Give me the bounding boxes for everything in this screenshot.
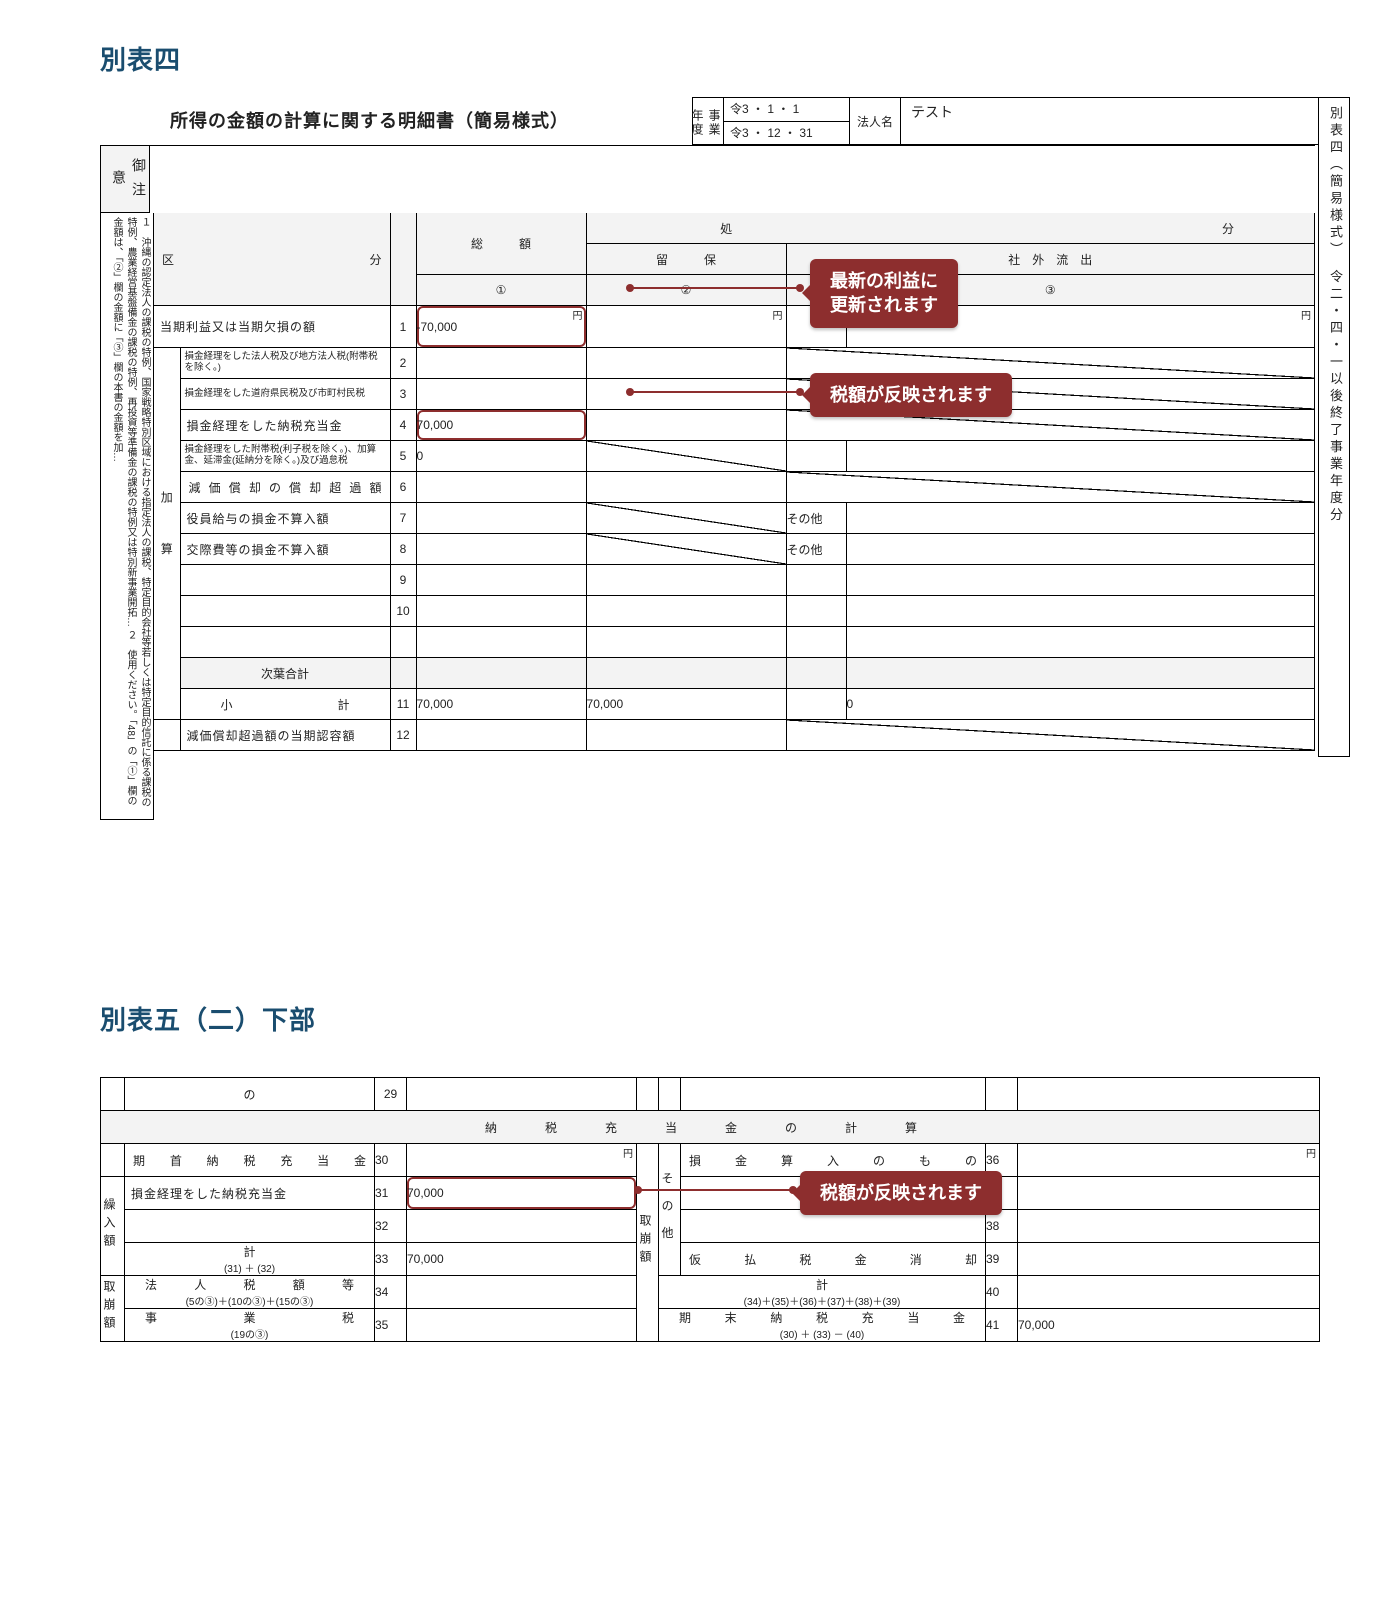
- hdr-year-label: 事業 年度: [693, 98, 724, 144]
- t2l-r2-no: 32: [375, 1210, 407, 1243]
- table2: の 29 納 税 充 当 金 の 計 算 期首納税充当金 30 円 取崩額 そ …: [100, 1077, 1320, 1342]
- add-r1-no: 3: [390, 379, 416, 410]
- t2r-r3-desc: 仮払税金消却: [681, 1251, 985, 1268]
- callout2: 税額が反映されます: [810, 373, 1012, 417]
- subtotal-amt: 70,000: [416, 689, 586, 720]
- t2l-r1-no: 31: [375, 1177, 407, 1210]
- row1-desc: 当期利益又は当期欠損の額: [154, 306, 390, 348]
- row1-no: 1: [390, 306, 416, 348]
- t2l-r0-no: 30: [375, 1144, 407, 1177]
- add-r6-outl: その他: [786, 534, 846, 565]
- add-r2-amt: 70,000: [416, 410, 586, 441]
- table1-title: 所得の金額の計算に関する明細書（簡易様式）: [100, 97, 692, 145]
- t2r-r0-desc: 損金算入のもの: [681, 1152, 985, 1169]
- table1-header-box: 事業 年度 令3 ・ 1 ・ 1 令3 ・ 12 ・ 31 法人名 テスト: [692, 97, 1342, 145]
- connector2: [630, 391, 800, 393]
- t2-top-no-label: の: [125, 1078, 375, 1111]
- t2l-r0-amt: 円: [407, 1144, 637, 1177]
- hd-ryu: 留 保: [586, 244, 786, 275]
- add-r6-no: 8: [390, 534, 416, 565]
- add-r4-desc: 減価償却の償却超過額: [181, 479, 390, 496]
- hd-sougaku: 総 額: [416, 213, 586, 275]
- add-r5-desc: 役員給与の損金不算入額: [181, 512, 336, 526]
- hd-kubun: 区 分: [154, 213, 390, 306]
- add-r2-desc: 損金経理をした納税充当金: [181, 419, 349, 433]
- t2r-r5-desc: 期末納税充当金: [659, 1309, 985, 1326]
- t2l-r1-desc: 損金経理をした納税充当金: [125, 1187, 293, 1201]
- subtotal-ret: 70,000: [586, 689, 786, 720]
- t2-left-v1: 繰入額: [101, 1177, 125, 1276]
- add-r3-no: 5: [390, 441, 416, 472]
- t2l-r3-amt: 70,000: [407, 1243, 637, 1276]
- t2l-r5-no: 35: [375, 1309, 407, 1342]
- add-r6-desc: 交際費等の損金不算入額: [181, 543, 336, 557]
- add-r5-no: 7: [390, 503, 416, 534]
- t2r-r4-no: 40: [986, 1276, 1018, 1309]
- t2-callout: 税額が反映されます: [800, 1171, 1002, 1215]
- t2r-r4-sub: (34)＋(35)＋(36)＋(37)＋(38)＋(39): [659, 1293, 985, 1308]
- t2l-r3-sub: (31) ＋ (32): [125, 1260, 374, 1275]
- t2-right-v0: 取崩額: [637, 1144, 659, 1342]
- hd-c2: ②: [586, 275, 786, 306]
- t2r-r0-amt: 円: [1018, 1144, 1320, 1177]
- add-r0-no: 2: [390, 348, 416, 379]
- subtotal-out: 0: [846, 689, 1314, 720]
- hd-sho: 処: [586, 213, 786, 244]
- hd-c1: ①: [416, 275, 586, 306]
- hdr-year-from: 令3 ・ 1 ・ 1: [724, 98, 849, 122]
- add-r7-no: 9: [390, 565, 416, 596]
- t2l-r4-sub: (5の③)＋(10の③)＋(15の③): [125, 1293, 374, 1308]
- add-r1-desc: 損金経理をした道府県民税及び市町村民税: [181, 387, 390, 402]
- add-r3-desc: 損金経理をした附帯税(利子税を除く。)、加算金、延滞金(延納分を除く。)及び過怠…: [181, 443, 390, 469]
- t2l-r4-desc: 法 人 税 額 等: [125, 1276, 374, 1293]
- row1-ret: 円: [586, 306, 786, 348]
- t2-right-v1: そ の 他: [659, 1144, 681, 1276]
- table1-wrap: 別表四（簡易様式） 令二・四・一以後終了事業年度分 所得の金額の計算に関する明細…: [100, 97, 1350, 820]
- t2l-r1-amt: 70,000: [407, 1177, 637, 1210]
- subtotal-desc: 小 計: [180, 689, 390, 720]
- connector1: [630, 287, 800, 289]
- t2-band: 納 税 充 当 金 の 計 算: [101, 1111, 1320, 1144]
- t2l-r3-desc: 計: [243, 1245, 255, 1259]
- hd-bun: 分: [786, 213, 1314, 244]
- add-r4-no: 6: [390, 472, 416, 503]
- table1-right-strip: 別表四（簡易様式） 令二・四・一以後終了事業年度分: [1318, 97, 1350, 757]
- table2-wrap: の 29 納 税 充 当 金 の 計 算 期首納税充当金 30 円 取崩額 そ …: [100, 1077, 1320, 1342]
- add-r3-amt: 0: [416, 441, 586, 472]
- add-r5-outl: その他: [786, 503, 846, 534]
- t2-left-v2: 取崩額: [101, 1276, 125, 1342]
- row1-amt: 円-70,000: [416, 306, 586, 348]
- hdr-corp-value: テスト: [901, 98, 1341, 144]
- t2-connector: [638, 1189, 793, 1191]
- t2l-r5-sub: (19の③): [125, 1326, 374, 1341]
- t2r-r4-desc: 計: [816, 1278, 828, 1292]
- addition-label: 加 算: [154, 348, 180, 720]
- row12-no: 12: [390, 720, 416, 751]
- callout1: 最新の利益に 更新されます: [810, 259, 958, 328]
- shokei-label: 次葉合計: [180, 658, 390, 689]
- t2r-r5-amt: 70,000: [1018, 1309, 1320, 1342]
- section2-heading: 別表五（二）下部: [100, 1000, 1340, 1037]
- add-r8-no: 10: [390, 596, 416, 627]
- row12-desc: 減価償却超過額の当期認容額: [181, 729, 362, 743]
- hdr-corp-label: 法人名: [850, 98, 901, 144]
- section1-heading: 別表四: [100, 40, 1340, 77]
- add-r2-no: 4: [390, 410, 416, 441]
- add-r0-desc: 損金経理をした法人税及び地方法人税(附帯税を除く。): [180, 348, 390, 379]
- t2l-r5-desc: 事 業 税: [125, 1309, 374, 1326]
- t2r-r5-no: 41: [986, 1309, 1018, 1342]
- add-r0-amt: [416, 348, 586, 379]
- t2-top-rowno: 29: [375, 1078, 407, 1111]
- subtotal-no: 11: [390, 689, 416, 720]
- table1: 区 分 総 額 処 分 留 保 社 外 流 出 ① ② ③: [154, 213, 1315, 751]
- t2l-r4-no: 34: [375, 1276, 407, 1309]
- t2l-r3-no: 33: [375, 1243, 407, 1276]
- t2l-r0-desc: 期首納税充当金: [125, 1152, 374, 1169]
- t2r-r5-sub: (30) ＋ (33) － (40): [659, 1326, 985, 1341]
- hdr-year-to: 令3 ・ 12 ・ 31: [724, 122, 849, 145]
- left-notes: １ 沖縄の認定法人の課税の特例、国家戦略特別区域における指定法人の課税、特定目的…: [101, 213, 154, 820]
- caution-label: 御注意: [101, 146, 150, 213]
- t2r-r3-no: 39: [986, 1243, 1018, 1276]
